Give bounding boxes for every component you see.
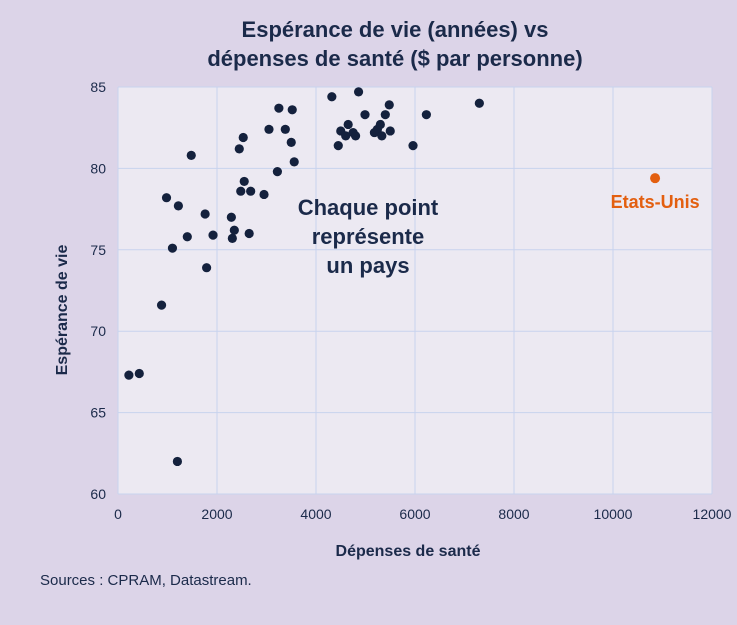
y-tick-label: 85 [90, 79, 106, 95]
x-axis-label: Dépenses de santé [336, 543, 481, 560]
data-point [353, 87, 364, 97]
data-point [264, 124, 274, 134]
annotation-line-3: un pays [326, 253, 409, 278]
data-point [202, 263, 212, 273]
data-point [421, 110, 431, 120]
data-point [200, 209, 210, 219]
source-note: Sources : CPRAM, Datastream. [40, 572, 252, 589]
data-point [156, 300, 167, 310]
grid [117, 86, 713, 495]
data-point [124, 370, 134, 380]
data-point [208, 230, 218, 240]
x-tick-label: 6000 [399, 506, 430, 522]
data-point [289, 157, 299, 167]
y-tick-label: 65 [90, 405, 106, 421]
data-point [333, 141, 343, 151]
data-point [385, 126, 395, 136]
data-point [161, 193, 172, 203]
y-tick-label: 70 [90, 323, 106, 339]
data-point [286, 137, 296, 147]
y-tick-label: 75 [90, 242, 106, 258]
chart-title-line-1: Espérance de vie (années) vs [242, 17, 549, 42]
y-tick-label: 60 [90, 486, 106, 502]
y-axis-label: Espérance de vie [54, 245, 71, 376]
data-point [377, 131, 387, 141]
data-points [124, 87, 484, 467]
data-point [246, 186, 256, 196]
y-axis-ticks: 60 65 70 75 80 85 [90, 79, 106, 502]
data-point [287, 105, 297, 115]
chart-title-line-2: dépenses de santé ($ par personne) [207, 46, 582, 71]
data-point [343, 119, 353, 130]
x-tick-label: 4000 [300, 506, 331, 522]
highlight-point-etats-unis [650, 173, 661, 184]
x-tick-label: 10000 [594, 506, 633, 522]
y-tick-label: 80 [90, 160, 106, 176]
data-point [229, 225, 239, 235]
data-point [226, 212, 236, 222]
data-point [173, 201, 183, 211]
data-point [167, 243, 178, 253]
data-point [280, 124, 290, 134]
data-point [236, 186, 246, 196]
data-point [186, 150, 196, 160]
data-point [227, 233, 237, 244]
highlight-label-etats-unis: Etats-Unis [611, 192, 700, 212]
data-point [360, 110, 370, 120]
data-point [327, 92, 337, 102]
data-point [351, 131, 361, 141]
data-point [259, 189, 269, 200]
x-tick-label: 2000 [201, 506, 232, 522]
data-point [375, 119, 385, 130]
annotation-line-2: représente [312, 224, 425, 249]
data-point [341, 131, 351, 141]
data-point [182, 232, 192, 242]
data-point [408, 141, 418, 151]
data-point [272, 167, 282, 177]
data-point [474, 98, 484, 108]
data-point [274, 103, 284, 113]
data-point [238, 132, 248, 143]
data-point [134, 368, 144, 379]
x-tick-label: 8000 [498, 506, 529, 522]
data-point [172, 456, 182, 467]
x-axis-ticks: 0 2000 4000 6000 8000 10000 12000 [114, 506, 732, 522]
data-point [234, 144, 244, 154]
x-tick-label: 0 [114, 506, 122, 522]
data-point [380, 110, 390, 120]
data-point [384, 100, 394, 110]
annotation-line-1: Chaque point [298, 195, 439, 220]
x-tick-label: 12000 [693, 506, 732, 522]
data-point [244, 228, 254, 239]
data-point [239, 176, 249, 187]
